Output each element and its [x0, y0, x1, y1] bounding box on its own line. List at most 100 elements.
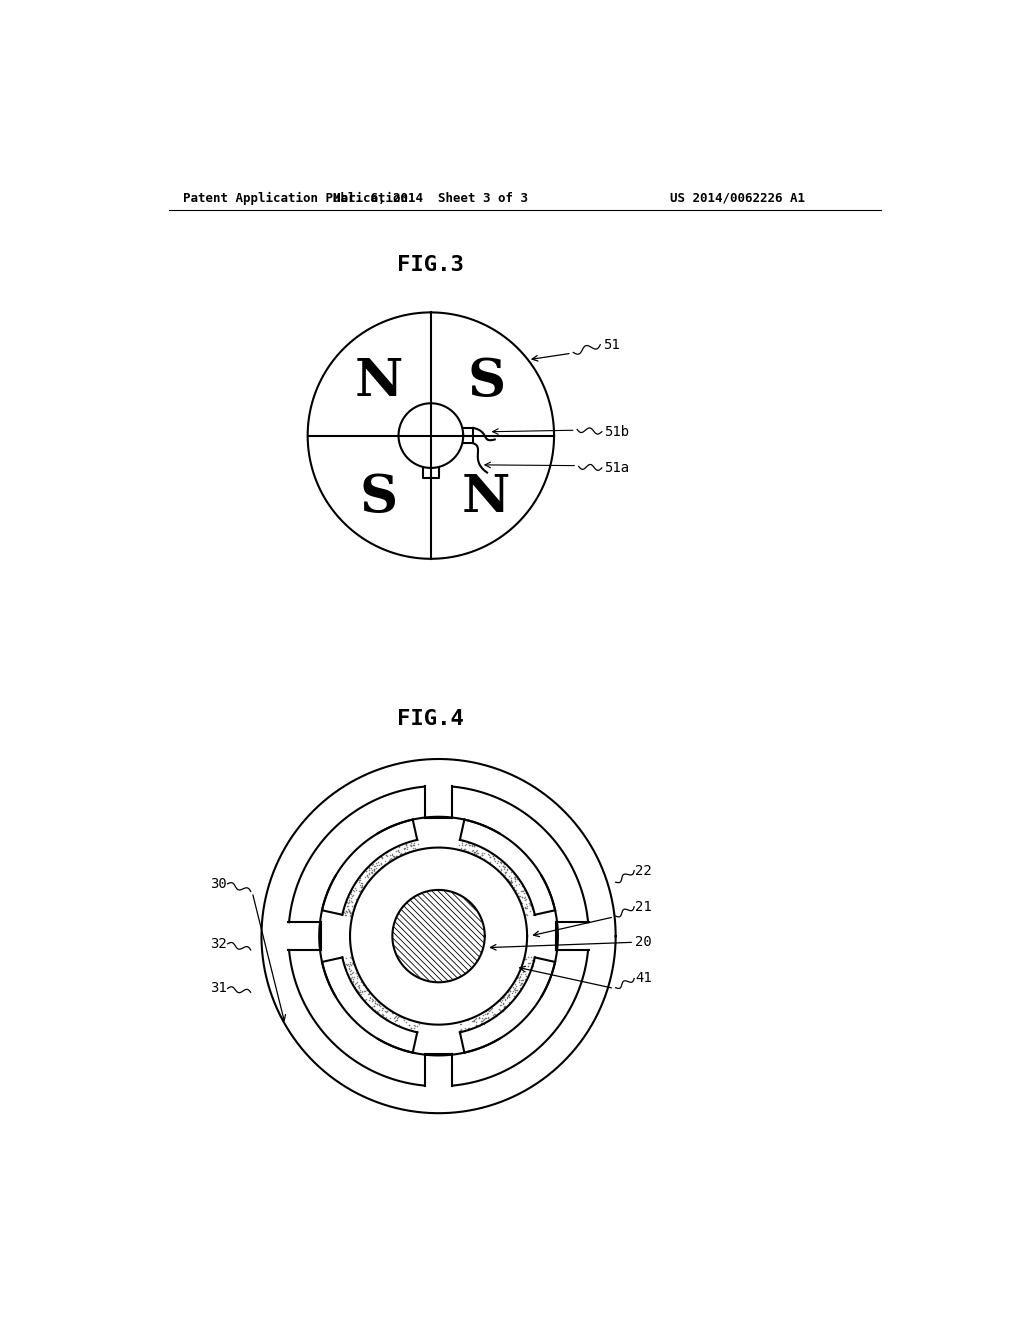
Point: [496, 851, 512, 873]
Point: [353, 987, 370, 1008]
Point: [495, 855, 511, 876]
Point: [466, 1010, 482, 1031]
Point: [508, 874, 524, 895]
Point: [494, 859, 510, 880]
Point: [353, 875, 370, 896]
Point: [402, 834, 419, 855]
Point: [479, 1003, 496, 1024]
Point: [509, 979, 525, 1001]
Point: [406, 1014, 422, 1035]
Point: [338, 904, 354, 925]
Point: [366, 855, 382, 876]
Point: [394, 843, 411, 865]
Point: [337, 904, 353, 925]
Point: [340, 954, 356, 975]
Point: [480, 843, 497, 865]
Point: [486, 849, 503, 870]
Point: [348, 968, 365, 989]
Point: [343, 960, 359, 981]
Point: [503, 871, 519, 892]
Point: [338, 900, 354, 921]
Point: [381, 849, 397, 870]
Point: [352, 882, 369, 903]
Point: [383, 1002, 399, 1023]
Point: [388, 840, 404, 861]
Point: [361, 863, 378, 884]
Point: [524, 899, 541, 920]
Point: [466, 842, 482, 863]
Text: 31: 31: [210, 982, 226, 995]
Point: [507, 979, 523, 1001]
Point: [474, 1010, 490, 1031]
Point: [468, 1007, 484, 1028]
Point: [510, 972, 526, 993]
Point: [457, 1018, 473, 1039]
Point: [350, 977, 367, 998]
Point: [342, 964, 358, 985]
Point: [461, 833, 477, 854]
Point: [396, 1008, 413, 1030]
Text: US 2014/0062226 A1: US 2014/0062226 A1: [670, 191, 805, 205]
Point: [395, 1007, 412, 1028]
Point: [366, 858, 382, 879]
Point: [512, 974, 528, 995]
Point: [505, 985, 521, 1006]
Point: [479, 1002, 496, 1023]
Point: [466, 845, 482, 866]
Point: [354, 982, 371, 1003]
Point: [378, 1007, 394, 1028]
Point: [365, 854, 381, 875]
Point: [477, 1001, 494, 1022]
Point: [487, 1006, 504, 1027]
Point: [522, 894, 539, 915]
Point: [453, 1019, 469, 1040]
Point: [342, 902, 358, 923]
Point: [451, 834, 467, 855]
Point: [365, 989, 381, 1010]
Point: [350, 888, 367, 909]
Point: [512, 974, 528, 995]
Point: [499, 987, 515, 1008]
Point: [374, 855, 390, 876]
Point: [361, 862, 378, 883]
Point: [353, 876, 370, 898]
Point: [367, 993, 383, 1014]
Point: [512, 964, 528, 985]
Point: [393, 1007, 410, 1028]
Point: [495, 993, 511, 1014]
Point: [461, 1016, 477, 1038]
Point: [523, 895, 540, 916]
Point: [518, 898, 535, 919]
Point: [468, 1015, 484, 1036]
Point: [377, 1001, 393, 1022]
Point: [351, 871, 368, 892]
Point: [507, 869, 523, 890]
Point: [503, 871, 519, 892]
Point: [361, 995, 378, 1016]
Point: [366, 858, 382, 879]
Point: [496, 997, 512, 1018]
Point: [371, 999, 387, 1020]
Point: [515, 898, 531, 919]
Point: [402, 833, 419, 854]
Point: [489, 859, 506, 880]
Point: [401, 1010, 418, 1031]
Point: [481, 999, 498, 1020]
Point: [516, 888, 532, 909]
Point: [368, 853, 384, 874]
Point: [345, 898, 361, 919]
Point: [379, 842, 395, 863]
Point: [387, 845, 403, 866]
Point: [358, 865, 375, 886]
Point: [345, 879, 361, 900]
Point: [452, 1019, 468, 1040]
Point: [339, 891, 355, 912]
Point: [516, 948, 532, 969]
Point: [507, 870, 523, 891]
Point: [387, 1006, 403, 1027]
Point: [458, 834, 474, 855]
Text: Patent Application Publication: Patent Application Publication: [183, 191, 408, 205]
Point: [482, 846, 499, 867]
Point: [352, 882, 369, 903]
Point: [503, 873, 519, 894]
